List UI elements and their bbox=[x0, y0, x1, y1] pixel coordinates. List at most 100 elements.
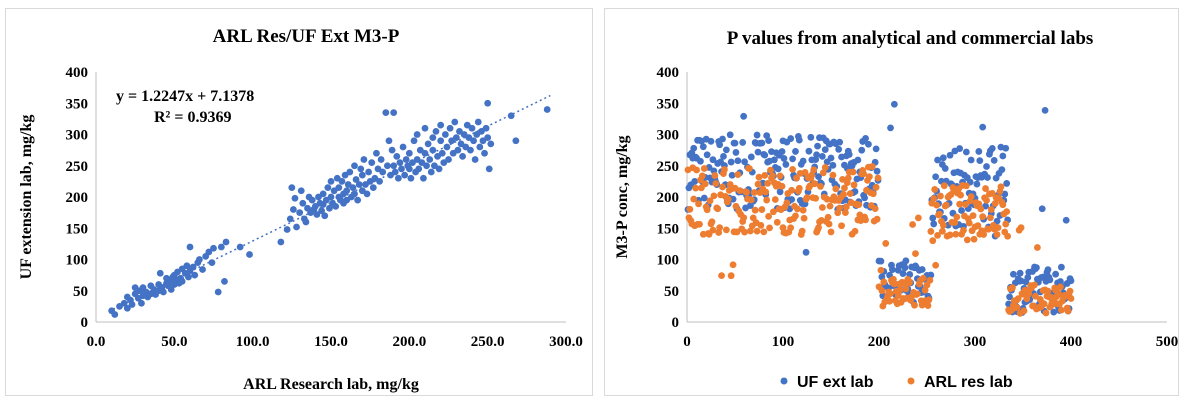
data-point bbox=[787, 135, 795, 142]
data-point bbox=[313, 211, 321, 218]
data-point bbox=[734, 157, 742, 165]
data-point bbox=[774, 165, 782, 173]
data-point bbox=[1004, 232, 1012, 240]
data-point bbox=[732, 149, 740, 156]
data-point bbox=[138, 299, 145, 307]
data-point bbox=[849, 168, 857, 176]
data-point bbox=[773, 218, 781, 226]
data-point bbox=[167, 286, 175, 293]
data-point bbox=[739, 139, 747, 146]
data-point bbox=[911, 301, 918, 309]
data-point bbox=[327, 177, 335, 185]
data-point bbox=[708, 218, 716, 226]
data-point bbox=[363, 190, 371, 198]
data-point bbox=[405, 149, 413, 157]
legend-label-arl-res-lab: ARL res lab bbox=[924, 374, 1013, 391]
data-point bbox=[221, 277, 228, 285]
data-point bbox=[703, 151, 711, 159]
data-point bbox=[747, 196, 755, 204]
data-point bbox=[697, 157, 704, 165]
data-point bbox=[986, 214, 994, 222]
data-point bbox=[451, 118, 459, 126]
data-point bbox=[700, 165, 708, 172]
data-point bbox=[1031, 281, 1038, 289]
data-point bbox=[319, 190, 327, 198]
data-point bbox=[1016, 269, 1024, 277]
data-point bbox=[716, 141, 724, 149]
data-point bbox=[802, 248, 810, 256]
data-point bbox=[939, 154, 947, 162]
data-point bbox=[761, 151, 769, 159]
data-point bbox=[1064, 307, 1072, 315]
data-point bbox=[827, 228, 835, 236]
y-tick-label: 150 bbox=[657, 221, 680, 237]
data-point bbox=[286, 215, 294, 223]
data-point bbox=[1020, 307, 1028, 315]
data-point bbox=[693, 166, 700, 174]
data-point bbox=[909, 221, 916, 228]
data-point bbox=[394, 174, 402, 182]
data-point bbox=[1002, 220, 1010, 228]
data-point bbox=[862, 134, 869, 142]
data-point bbox=[402, 156, 410, 163]
data-point bbox=[962, 148, 970, 156]
data-point bbox=[1042, 309, 1050, 317]
data-point bbox=[123, 304, 131, 312]
data-point bbox=[277, 238, 285, 246]
data-point bbox=[836, 204, 844, 212]
data-point bbox=[1010, 270, 1017, 278]
data-point bbox=[210, 244, 217, 252]
data-point bbox=[789, 155, 796, 163]
data-point bbox=[869, 190, 877, 198]
data-point bbox=[951, 219, 959, 226]
data-point bbox=[933, 201, 940, 209]
x-tick-label: 300 bbox=[964, 334, 987, 350]
y-tick-label: 350 bbox=[657, 96, 680, 112]
data-point bbox=[982, 185, 989, 192]
data-point bbox=[721, 166, 728, 173]
data-point bbox=[829, 171, 837, 179]
data-point bbox=[872, 145, 880, 153]
data-point bbox=[988, 144, 996, 152]
data-point bbox=[877, 266, 885, 274]
data-point bbox=[351, 190, 358, 198]
data-point bbox=[942, 201, 950, 209]
data-point bbox=[474, 118, 482, 126]
legend-marker-uf-ext-lab bbox=[780, 377, 788, 385]
data-point bbox=[877, 257, 885, 265]
data-point bbox=[459, 152, 466, 160]
y-tick-label: 250 bbox=[66, 159, 89, 175]
data-point bbox=[354, 196, 362, 204]
data-point bbox=[757, 221, 765, 229]
data-point bbox=[377, 156, 385, 163]
data-point bbox=[1067, 295, 1075, 302]
data-point bbox=[984, 174, 991, 181]
data-point bbox=[423, 162, 430, 170]
data-point bbox=[407, 174, 415, 182]
data-point bbox=[783, 199, 791, 207]
data-point bbox=[727, 272, 735, 280]
data-point bbox=[1044, 287, 1052, 295]
data-point bbox=[836, 138, 844, 146]
data-point bbox=[906, 278, 914, 286]
data-point bbox=[979, 213, 987, 221]
data-point bbox=[452, 134, 460, 142]
data-point bbox=[736, 187, 744, 195]
data-point bbox=[767, 166, 774, 174]
data-point bbox=[399, 143, 407, 151]
data-point bbox=[507, 112, 515, 120]
data-point bbox=[763, 196, 771, 204]
data-point bbox=[808, 171, 816, 179]
data-point bbox=[799, 206, 807, 214]
data-point bbox=[343, 187, 351, 195]
data-point bbox=[934, 231, 941, 239]
data-point bbox=[111, 311, 119, 318]
data-point bbox=[782, 161, 790, 168]
data-point bbox=[871, 205, 879, 213]
data-point bbox=[899, 270, 907, 277]
data-point bbox=[794, 205, 801, 213]
data-point bbox=[1033, 264, 1040, 271]
data-point bbox=[931, 186, 939, 193]
chart-title: P values from analytical and commercial … bbox=[727, 28, 1094, 49]
data-point bbox=[214, 288, 222, 296]
